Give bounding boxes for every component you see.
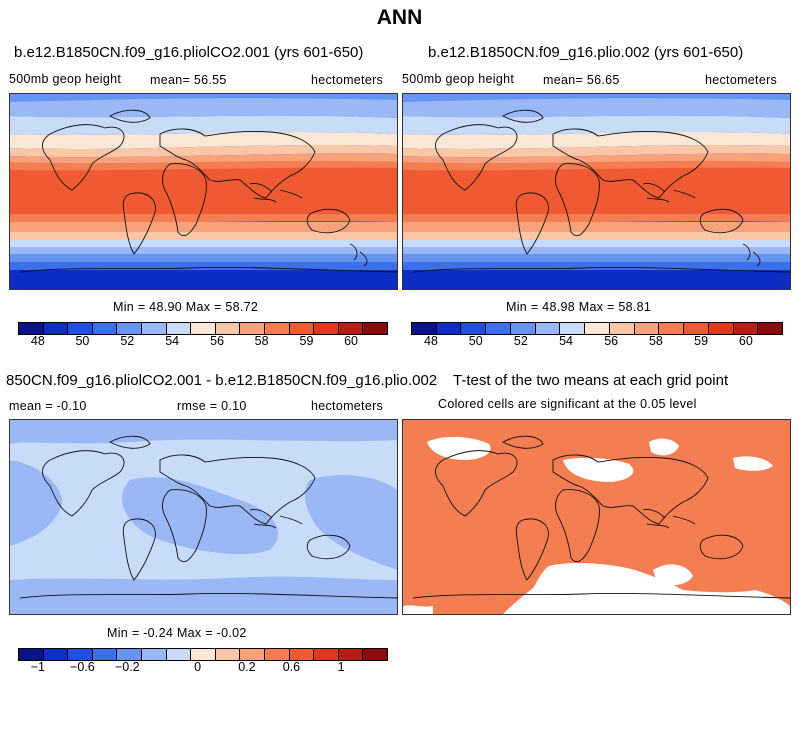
colorbar-abs-1 [18,322,388,335]
panel3-stats: Min = -0.24 Max = -0.02 [107,626,247,640]
colorbar-swatch [486,323,511,334]
colorbar-swatch [684,323,709,334]
colorbar-swatch [338,649,364,660]
colorbar-swatch [264,649,290,660]
colorbar-swatch [560,323,586,334]
panel3-mean: mean = -0.10 [9,399,87,413]
colorbar-swatch [733,323,759,334]
colorbar-swatch [191,323,216,334]
colorbar-swatch [314,323,339,334]
colorbar-swatch [117,649,142,660]
colorbar-swatch [264,323,290,334]
colorbar-tick-label: −0.2 [114,660,140,674]
colorbar-tick-label: 0 [194,660,202,674]
colorbar-tick-label: 59 [694,334,709,348]
colorbar-swatch [708,323,734,334]
colorbar-tick-label: 50 [468,334,483,348]
colorbar-tick-label: 48 [424,334,438,348]
colorbar-swatch [510,323,536,334]
colorbar-abs-1-labels: 48 50 52 54 56 58 59 60 [18,334,386,350]
panel3-map [9,419,398,615]
colorbar-tick-label: −1 [30,660,45,674]
panel2-variable: 500mb geop height [402,72,515,86]
colorbar-swatch [43,649,69,660]
colorbar-swatch [314,649,339,660]
colorbar-tick-label: 60 [344,334,358,348]
panel1-variable: 500mb geop height [9,72,122,86]
colorbar-tick-label: 0.2 [238,660,256,674]
colorbar-tick-label: 60 [738,334,753,348]
colorbar-swatch [338,323,364,334]
colorbar-tick-label: 0.6 [282,660,301,674]
panel2-title: b.e12.B1850CN.f09_g16.plio.002 (yrs 601-… [428,44,744,61]
colorbar-swatch [19,649,44,660]
panel2-units: hectometers [705,73,778,87]
colorbar-swatch [191,649,216,660]
colorbar-swatch [215,323,241,334]
colorbar-swatch [43,323,69,334]
colorbar-tick-label: 1 [337,660,345,674]
colorbar-swatch [92,323,118,334]
colorbar-swatch [585,323,610,334]
colorbar-swatch [535,323,561,334]
colorbar-swatch [461,323,487,334]
panel4-title: T-test of the two means at each grid poi… [453,372,729,389]
panel1-map [9,93,398,290]
colorbar-tick-label: −0.6 [70,660,95,674]
colorbar-swatch [363,323,387,334]
panel1-stats: Min = 48.90 Max = 58.72 [113,300,259,314]
colorbar-swatch [68,323,93,334]
colorbar-swatch [240,649,265,660]
colorbar-tick-label: 54 [165,334,180,348]
colorbar-swatch [659,323,685,334]
colorbar-tick-label: 58 [254,334,269,348]
panel2-stats: Min = 48.98 Max = 58.81 [506,300,652,314]
colorbar-swatch [141,323,167,334]
colorbar-swatch [215,649,241,660]
panel3-rmse: rmse = 0.10 [177,399,247,413]
colorbar-tick-label: 50 [75,334,90,348]
colorbar-tick-label: 56 [604,334,619,348]
colorbar-diff-labels: −1 −0.6 −0.2 0 0.2 0.6 1 [18,660,386,676]
colorbar-swatch [289,323,315,334]
colorbar-swatch [19,323,44,334]
panel3-title: 850CN.f09_g16.pliolCO2.001 - b.e12.B1850… [6,372,438,389]
colorbar-swatch [436,323,462,334]
colorbar-abs-2-labels: 48 50 52 54 56 58 59 60 [411,334,781,350]
panel1-units: hectometers [311,73,384,87]
colorbar-swatch [634,323,660,334]
colorbar-tick-label: 59 [299,334,314,348]
colorbar-tick-label: 52 [120,334,135,348]
colorbar-swatch [68,649,93,660]
colorbar-swatch [240,323,265,334]
colorbar-tick-label: 58 [648,334,663,348]
panel2-mean: mean= 56.65 [543,73,620,87]
panel4-subtitle: Colored cells are significant at the 0.0… [438,397,697,411]
colorbar-tick-label: 54 [559,334,573,348]
colorbar-swatch [758,323,783,334]
colorbar-swatch [289,649,315,660]
colorbar-swatch [412,323,437,334]
colorbar-diff [18,648,388,661]
colorbar-tick-label: 56 [210,334,225,348]
panel1-mean: mean= 56.55 [150,73,227,87]
colorbar-swatch [92,649,118,660]
panel3-units: hectometers [311,399,384,413]
colorbar-abs-2 [411,322,783,335]
colorbar-swatch [166,323,192,334]
panel1-title: b.e12.B1850CN.f09_g16.pliolCO2.001 (yrs … [14,44,364,61]
colorbar-swatch [141,649,167,660]
colorbar-tick-label: 52 [513,334,528,348]
colorbar-swatch [363,649,387,660]
panel4-map [402,419,791,615]
colorbar-swatch [117,323,142,334]
colorbar-tick-label: 48 [30,334,45,348]
colorbar-swatch [166,649,192,660]
colorbar-swatch [609,323,635,334]
panel2-map [402,93,791,290]
main-title: ANN [376,6,423,29]
